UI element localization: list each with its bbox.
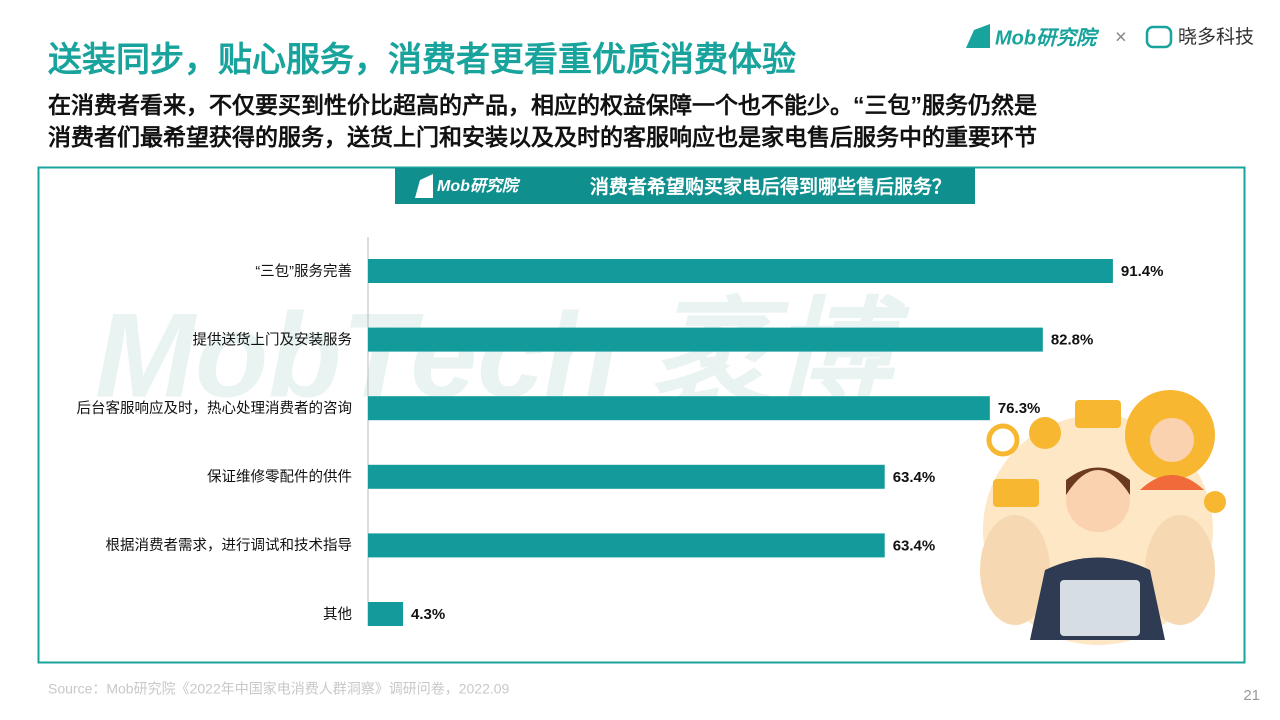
page-title: 送装同步，贴心服务，消费者更看重优质消费体验 — [48, 40, 796, 79]
value-label: 63.4% — [893, 537, 936, 554]
illus-smile — [1204, 491, 1226, 513]
logo-partner: 晓多科技 — [1178, 26, 1254, 48]
logo-separator: × — [1115, 26, 1127, 48]
category-label: 后台客服响应及时，热心处理消费者的咨询 — [77, 399, 353, 417]
chart-banner — [395, 168, 975, 204]
banner-logo: Mob研究院 — [437, 177, 521, 195]
bar — [368, 396, 990, 421]
category-label: 保证维修零配件的供件 — [207, 469, 352, 486]
banner-logo-icon — [415, 174, 433, 198]
illustration — [980, 390, 1226, 645]
subtitle-line: 在消费者看来，不仅要买到性价比超高的产品，相应的权益保障一个也不能少。“三包”服… — [48, 92, 1037, 118]
bar — [368, 259, 1113, 283]
logo-text: Mob研究院 — [995, 26, 1100, 49]
bar — [368, 464, 885, 489]
value-label: 91.4% — [1121, 263, 1164, 280]
illus-laptop — [1060, 580, 1140, 636]
illus-avatar-body — [1140, 475, 1204, 490]
category-label: “三包”服务完善 — [255, 263, 352, 280]
category-label: 根据消费者需求，进行调试和技术指导 — [106, 537, 353, 554]
bar — [368, 602, 404, 626]
logo-mob: Mob研究院 — [966, 24, 1100, 49]
logo-icon — [966, 24, 990, 48]
illus-bubble — [993, 479, 1039, 507]
value-label: 82.8% — [1051, 332, 1094, 349]
illus-bubble — [1075, 400, 1121, 428]
illus-smile — [1029, 417, 1061, 449]
illus-agent-hair — [1066, 467, 1130, 495]
value-label: 63.4% — [893, 469, 936, 486]
illus-person-shadow — [980, 515, 1050, 625]
chart-banner-clip: Mob研究院 消费者希望购买家电后得到哪些售后服务？ — [415, 174, 951, 198]
category-label: 提供送货上门及安装服务 — [193, 331, 353, 348]
chart-frame — [37, 166, 1246, 664]
illus-gear — [986, 423, 1020, 457]
illus-person-shadow — [1145, 515, 1215, 625]
bar — [368, 533, 885, 558]
bar — [368, 327, 1043, 352]
page-number: 21 — [1243, 687, 1260, 704]
value-label: 76.3% — [998, 400, 1041, 417]
chart-title: 消费者希望购买家电后得到哪些售后服务？ — [590, 175, 951, 198]
subtitle-line: 消费者们最希望获得的服务，送货上门和安装以及及时的客服响应也是家电售后服务中的重… — [48, 124, 1037, 150]
illus-avatar — [1150, 418, 1194, 462]
category-label: 其他 — [323, 606, 352, 623]
value-label: 4.3% — [411, 606, 445, 623]
logo-partner-icon — [1145, 25, 1173, 49]
illus-agent-head — [1066, 468, 1130, 532]
source-note: Source：Mob研究院《2022年中国家电消费人群洞察》调研问卷，2022.… — [48, 681, 510, 697]
